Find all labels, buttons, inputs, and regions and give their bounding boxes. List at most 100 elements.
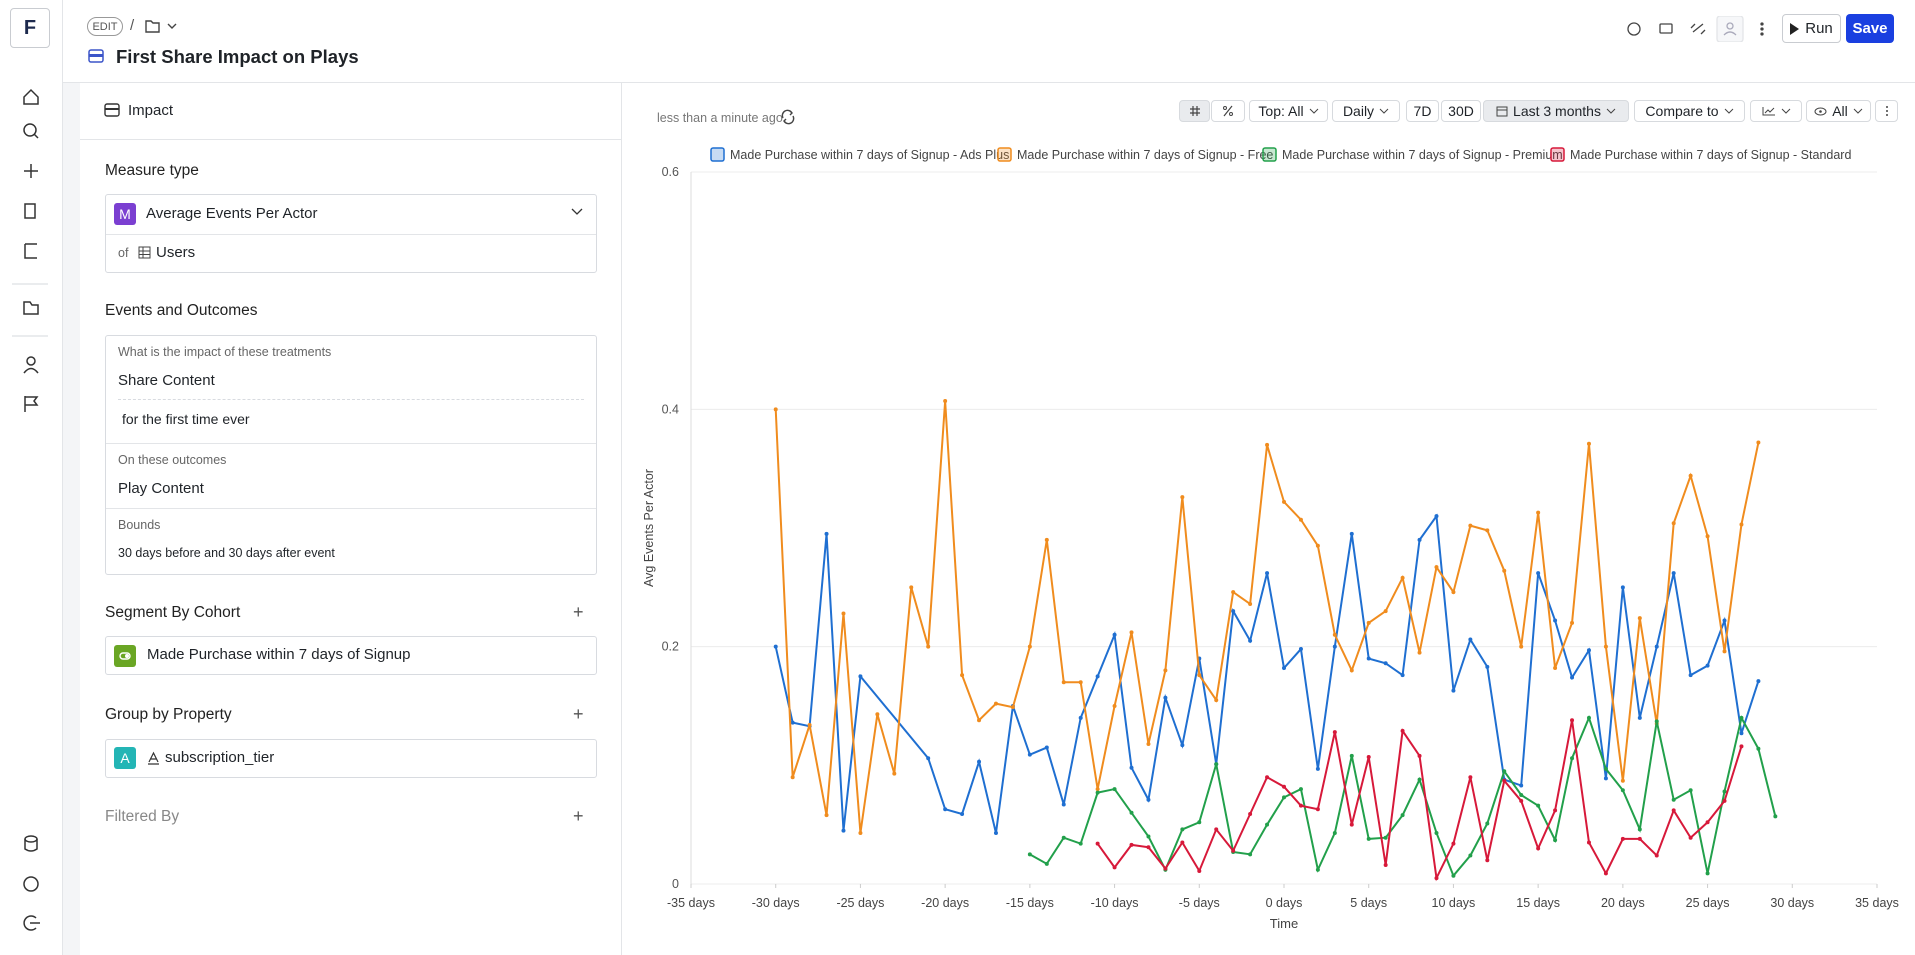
play-icon bbox=[1790, 22, 1800, 35]
of-value[interactable]: Users bbox=[156, 244, 196, 261]
comment-button[interactable] bbox=[1659, 23, 1673, 34]
range-select[interactable]: Last 3 months bbox=[1483, 100, 1629, 122]
data-point bbox=[1349, 668, 1354, 673]
data-point bbox=[960, 811, 965, 816]
data-point bbox=[1400, 813, 1405, 818]
data-point bbox=[1248, 811, 1253, 816]
data-point bbox=[1739, 522, 1744, 527]
data-point bbox=[824, 813, 829, 818]
x-tick-label: -10 days bbox=[1091, 896, 1139, 910]
treatment-filter[interactable]: for the first time ever bbox=[122, 411, 250, 427]
measure-select[interactable]: Average Events Per Actor bbox=[146, 205, 318, 222]
home-icon[interactable] bbox=[23, 88, 39, 105]
data-point bbox=[1061, 680, 1066, 685]
data-point bbox=[1434, 830, 1439, 835]
field-label: Bounds bbox=[118, 518, 161, 532]
of-label: of bbox=[118, 246, 129, 260]
treatment-event[interactable]: Share Content bbox=[118, 372, 215, 389]
data-point bbox=[1129, 842, 1134, 847]
add-icon[interactable] bbox=[24, 164, 38, 178]
data-point bbox=[1146, 845, 1151, 850]
data-point bbox=[1315, 543, 1320, 548]
top-label: Top: All bbox=[1258, 103, 1304, 119]
add-button[interactable]: + bbox=[573, 806, 584, 826]
data-point bbox=[1722, 789, 1727, 794]
segment-value: Made Purchase within 7 days of Signup bbox=[147, 646, 411, 663]
folder-dropdown[interactable] bbox=[144, 18, 178, 34]
chart-type-select[interactable] bbox=[1750, 100, 1802, 122]
data-point bbox=[1519, 783, 1524, 788]
link-button[interactable] bbox=[1690, 23, 1706, 35]
more-button[interactable] bbox=[1875, 100, 1898, 122]
add-button[interactable]: + bbox=[573, 704, 584, 724]
data-point bbox=[1349, 753, 1354, 758]
segment-box[interactable] bbox=[105, 636, 597, 675]
x-tick-label: -20 days bbox=[921, 896, 969, 910]
data-point bbox=[1010, 705, 1015, 710]
range-30d[interactable]: 30D bbox=[1441, 100, 1481, 122]
data-point bbox=[1451, 590, 1456, 595]
data-point bbox=[943, 807, 948, 812]
data-point bbox=[1536, 510, 1541, 515]
data-point bbox=[1417, 537, 1422, 542]
data-point bbox=[1078, 715, 1083, 720]
cohort-icon bbox=[114, 645, 136, 667]
range-7d[interactable]: 7D bbox=[1406, 100, 1439, 122]
doc-icon[interactable] bbox=[24, 203, 36, 219]
help-button[interactable] bbox=[1627, 22, 1641, 36]
data-point bbox=[1553, 808, 1558, 813]
data-point bbox=[1468, 775, 1473, 780]
sidebar-icons bbox=[12, 88, 48, 931]
chart-icon[interactable] bbox=[24, 243, 37, 259]
compare-label: Compare to bbox=[1645, 103, 1719, 119]
bounds-value[interactable]: 30 days before and 30 days after event bbox=[118, 546, 335, 560]
interval-select[interactable]: Daily bbox=[1332, 100, 1400, 122]
data-point bbox=[1417, 777, 1422, 782]
refresh-button[interactable] bbox=[780, 109, 796, 125]
data-point bbox=[1637, 836, 1642, 841]
user-icon[interactable] bbox=[26, 356, 36, 366]
legend-label: Made Purchase within 7 days of Signup - … bbox=[730, 148, 1009, 162]
search-icon[interactable] bbox=[23, 123, 37, 137]
y-tick-label: 0.4 bbox=[662, 402, 679, 416]
add-button[interactable]: + bbox=[573, 602, 584, 622]
data-point bbox=[1027, 644, 1032, 649]
logout-icon[interactable] bbox=[23, 915, 40, 931]
data-point bbox=[1620, 788, 1625, 793]
tab-label[interactable]: Impact bbox=[128, 102, 174, 119]
data-point bbox=[1756, 746, 1761, 751]
data-point bbox=[1586, 715, 1591, 720]
data-point bbox=[1536, 803, 1541, 808]
top-select[interactable]: Top: All bbox=[1249, 100, 1328, 122]
percent-toggle[interactable] bbox=[1211, 100, 1245, 122]
data-point bbox=[1282, 666, 1286, 671]
run-button[interactable]: Run bbox=[1782, 14, 1841, 43]
data-point bbox=[1282, 795, 1286, 800]
folder-icon[interactable] bbox=[23, 301, 39, 315]
number-toggle[interactable] bbox=[1179, 100, 1210, 122]
x-tick-label: -30 days bbox=[752, 896, 800, 910]
data-point bbox=[1112, 632, 1117, 637]
field-label: What is the impact of these treatments bbox=[118, 345, 332, 359]
flag-icon[interactable] bbox=[24, 396, 39, 412]
save-button[interactable]: Save bbox=[1846, 14, 1894, 43]
group-box[interactable] bbox=[105, 739, 597, 778]
chevron bbox=[571, 208, 583, 215]
data-point bbox=[1502, 778, 1507, 783]
mode-pill[interactable]: EDIT bbox=[87, 17, 123, 36]
data-point bbox=[1061, 835, 1066, 840]
outcome-event[interactable]: Play Content bbox=[118, 480, 204, 497]
data-point bbox=[909, 585, 914, 590]
help-icon[interactable] bbox=[23, 876, 39, 892]
data-point bbox=[1180, 840, 1185, 845]
visibility-select[interactable]: All bbox=[1806, 100, 1871, 122]
data-point bbox=[943, 399, 948, 404]
events-box bbox=[105, 335, 597, 575]
panel-gutter bbox=[63, 82, 80, 955]
logo[interactable]: F bbox=[10, 8, 50, 48]
data-point bbox=[773, 407, 778, 412]
data-point bbox=[1773, 814, 1778, 819]
data-point bbox=[960, 673, 965, 678]
data-point bbox=[1620, 836, 1625, 841]
compare-select[interactable]: Compare to bbox=[1634, 100, 1745, 122]
